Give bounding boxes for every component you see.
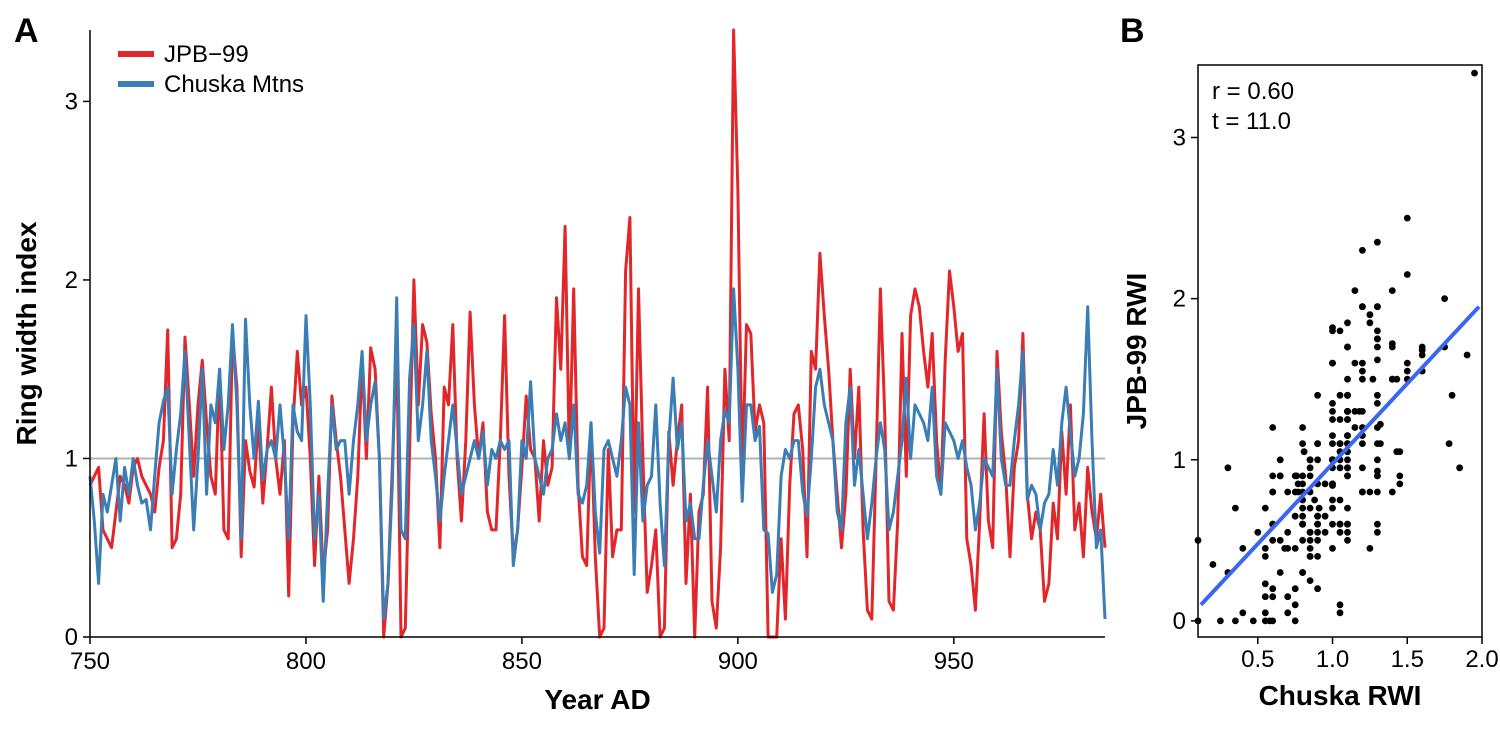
svg-text:1: 1 (65, 445, 78, 472)
panel-a-letter: A (14, 12, 39, 51)
svg-text:JPB−99: JPB−99 (164, 41, 249, 68)
panel-a-svg: 750 800 850 900 950 0 1 2 3 Year AD Ring width ind… (10, 10, 1120, 727)
svg-text:Year AD: Year AD (544, 684, 650, 715)
svg-text:950: 950 (934, 648, 974, 675)
svg-text:1.5: 1.5 (1391, 646, 1424, 673)
svg-text:900: 900 (718, 648, 758, 675)
svg-text:1: 1 (1173, 447, 1186, 474)
svg-text:850: 850 (502, 648, 542, 675)
svg-text:0: 0 (1173, 608, 1186, 635)
svg-text:2: 2 (1173, 286, 1186, 313)
svg-text:Ring width index: Ring width index (11, 221, 42, 445)
panel-b-letter: B (1120, 12, 1145, 51)
figure: A 750 800 850 900 950 0 1 2 3 Year AD Ring width i… (0, 0, 1500, 737)
svg-text:3: 3 (1173, 125, 1186, 152)
panel-b-svg: 0.5 1.0 1.5 2.0 0 1 2 3 Chuska RWI JPB-99 RWI r = … (1120, 10, 1500, 727)
svg-text:r = 0.60: r = 0.60 (1212, 78, 1294, 105)
svg-text:3: 3 (65, 88, 78, 115)
svg-text:800: 800 (286, 648, 326, 675)
panel-b: B 0.5 1.0 1.5 2.0 0 1 2 3 Chuska RWI JPB-99 RWI r … (1120, 10, 1500, 727)
svg-text:0.5: 0.5 (1241, 646, 1274, 673)
svg-text:Chuska RWI: Chuska RWI (1259, 680, 1422, 711)
svg-text:750: 750 (70, 648, 110, 675)
svg-text:2: 2 (65, 267, 78, 294)
svg-text:JPB-99 RWI: JPB-99 RWI (1121, 273, 1152, 430)
svg-text:Chuska Mtns: Chuska Mtns (164, 71, 304, 98)
svg-text:t = 11.0: t = 11.0 (1212, 108, 1291, 135)
svg-text:1.0: 1.0 (1316, 646, 1349, 673)
svg-text:0: 0 (65, 624, 78, 651)
panel-a: A 750 800 850 900 950 0 1 2 3 Year AD Ring width i… (10, 10, 1120, 727)
svg-text:2.0: 2.0 (1465, 646, 1498, 673)
